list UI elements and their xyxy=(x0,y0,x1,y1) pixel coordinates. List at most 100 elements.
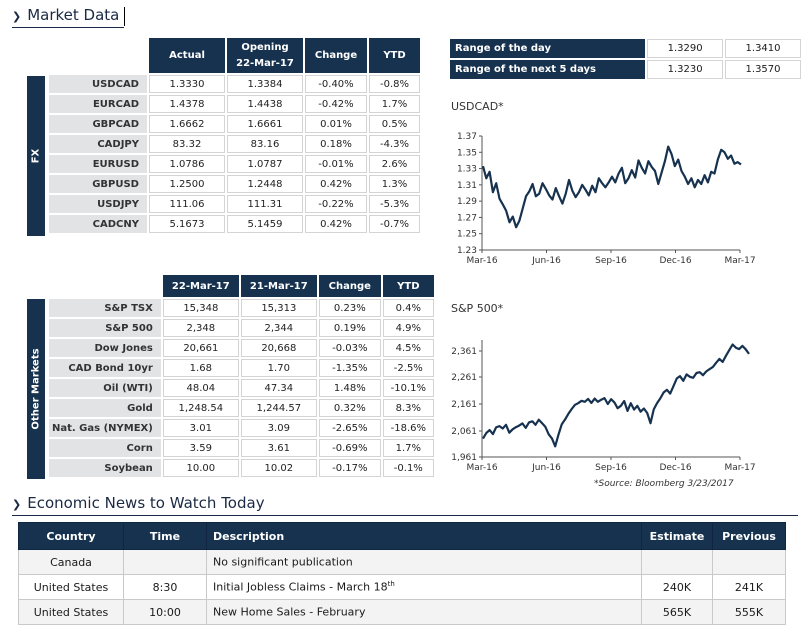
news-previous: 241K xyxy=(712,574,786,600)
y-tick-label: 1.23 xyxy=(457,246,477,256)
fx-row-usdjpy: USDJPY 111.06 111.31 -0.22% -5.3% xyxy=(49,195,420,213)
fx-ytd: 2.6% xyxy=(369,155,420,173)
fx-ytd: -0.7% xyxy=(369,215,420,233)
fx-actual: 5.1673 xyxy=(149,215,225,233)
market-value-today: 1.68 xyxy=(162,359,239,377)
economic-news-underline xyxy=(12,515,798,516)
range-label: Range of the day xyxy=(450,39,646,58)
range-table: Range of the day 1.3290 1.3410 Range of … xyxy=(448,37,803,81)
fx-pair-label: EURUSD xyxy=(49,155,147,173)
other-row-gold: Gold 1,248.54 1,244.57 0.32% 8.3% xyxy=(49,399,434,417)
news-previous: 555K xyxy=(712,599,786,625)
news-description: No significant publication xyxy=(206,549,642,575)
news-country: Canada xyxy=(18,549,124,575)
market-label: Soybean xyxy=(49,459,161,477)
y-tick-label: 2,061 xyxy=(451,427,477,437)
other-row-dow-jones: Dow Jones 20,661 20,668 -0.03% 4.5% xyxy=(49,339,434,357)
source-note: *Source: Bloomberg 3/23/2017 xyxy=(594,479,734,489)
news-time xyxy=(123,549,207,575)
series-line xyxy=(481,145,742,229)
news-time: 10:00 xyxy=(123,599,207,625)
news-time: 8:30 xyxy=(123,574,207,600)
chevron-right-icon: ❯ xyxy=(12,10,22,23)
fx-header-ytd: YTD xyxy=(369,38,420,73)
market-value-prev: 1.70 xyxy=(240,359,317,377)
x-tick-label: Sep-16 xyxy=(595,256,627,266)
market-ytd: -10.1% xyxy=(382,379,434,397)
news-previous xyxy=(712,549,786,575)
fx-opening: 83.16 xyxy=(227,135,303,153)
y-tick-label: 2,161 xyxy=(451,400,477,410)
economic-news-table: Country Time Description Estimate Previo… xyxy=(18,522,786,625)
market-data-title: ❯ Market Data xyxy=(12,6,119,24)
market-label: Corn xyxy=(49,439,161,457)
news-description-text: New Home Sales - February xyxy=(213,605,366,619)
fx-change: 0.42% xyxy=(305,215,367,233)
market-value-today: 1,248.54 xyxy=(162,399,239,417)
fx-pair-label: CADCNY xyxy=(49,215,147,233)
chevron-right-icon: ❯ xyxy=(12,498,22,511)
news-estimate: 240K xyxy=(641,574,713,600)
range-row-day: Range of the day 1.3290 1.3410 xyxy=(450,39,801,58)
fx-ytd: 1.3% xyxy=(369,175,420,193)
fx-opening: 111.31 xyxy=(227,195,303,213)
y-tick-label: 1.25 xyxy=(457,230,477,240)
x-tick-label: Mar-16 xyxy=(466,463,497,473)
x-tick-label: Sep-16 xyxy=(595,463,627,473)
fx-change: -0.22% xyxy=(305,195,367,213)
other-header-change: Change xyxy=(318,275,381,297)
fx-ytd: -4.3% xyxy=(369,135,420,153)
market-value-prev: 20,668 xyxy=(240,339,317,357)
market-value-prev: 2,344 xyxy=(240,319,317,337)
economic-news-title-text: Economic News to Watch Today xyxy=(27,494,265,512)
market-value-prev: 10.02 xyxy=(240,459,317,477)
range-high: 1.3570 xyxy=(725,60,801,79)
other-markets-side-label: Other Markets xyxy=(27,299,45,479)
fx-actual: 1.6662 xyxy=(149,115,225,133)
fx-pair-label: GBPCAD xyxy=(49,115,147,133)
market-value-today: 10.00 xyxy=(162,459,239,477)
news-row: United States 8:30 Initial Jobless Claims … xyxy=(18,574,786,600)
news-estimate xyxy=(641,549,713,575)
usdcad-chart-title: USDCAD* xyxy=(451,100,504,113)
other-header-date1: 22-Mar-17 xyxy=(162,275,239,297)
fx-row-cadcny: CADCNY 5.1673 5.1459 0.42% -0.7% xyxy=(49,215,420,233)
market-label: CAD Bond 10yr xyxy=(49,359,161,377)
market-label: Gold xyxy=(49,399,161,417)
market-ytd: -2.5% xyxy=(382,359,434,377)
fx-opening: 1.0787 xyxy=(227,155,303,173)
fx-opening: 1.4438 xyxy=(227,95,303,113)
fx-change: -0.01% xyxy=(305,155,367,173)
news-row: Canada No significant publication xyxy=(18,549,786,575)
news-country: United States xyxy=(18,574,124,600)
x-tick-label: Mar-17 xyxy=(724,463,755,473)
fx-opening: 1.3384 xyxy=(227,75,303,93)
market-value-today: 2,348 xyxy=(162,319,239,337)
market-change: 0.32% xyxy=(318,399,381,417)
fx-side-label: FX xyxy=(27,76,45,236)
fx-row-eurcad: EURCAD 1.4378 1.4438 -0.42% 1.7% xyxy=(49,95,420,113)
market-value-today: 3.01 xyxy=(162,419,239,437)
range-label: Range of the next 5 days xyxy=(450,60,646,79)
other-header-date2: 21-Mar-17 xyxy=(240,275,317,297)
market-label: Oil (WTI) xyxy=(49,379,161,397)
market-label: Nat. Gas (NYMEX) xyxy=(49,419,161,437)
market-label: S&P 500 xyxy=(49,319,161,337)
market-change: 1.48% xyxy=(318,379,381,397)
range-low: 1.3230 xyxy=(647,60,724,79)
fx-row-gbpusd: GBPUSD 1.2500 1.2448 0.42% 1.3% xyxy=(49,175,420,193)
market-ytd: 4.9% xyxy=(382,319,434,337)
other-row-nat-gas-nymex: Nat. Gas (NYMEX) 3.01 3.09 -2.65% -18.6% xyxy=(49,419,434,437)
range-row-5days: Range of the next 5 days 1.3230 1.3570 xyxy=(450,60,801,79)
other-row-s-p-500: S&P 500 2,348 2,344 0.19% 4.9% xyxy=(49,319,434,337)
news-description: New Home Sales - February xyxy=(206,599,642,625)
market-data-title-text: Market Data xyxy=(27,6,120,24)
other-row-cad-bond-10yr: CAD Bond 10yr 1.68 1.70 -1.35% -2.5% xyxy=(49,359,434,377)
range-low: 1.3290 xyxy=(647,39,724,58)
market-value-today: 15,348 xyxy=(162,299,239,317)
fx-change: 0.42% xyxy=(305,175,367,193)
sp500-chart-title: S&P 500* xyxy=(451,302,504,315)
news-description-text: No significant publication xyxy=(213,555,353,569)
market-change: 0.23% xyxy=(318,299,381,317)
x-tick-label: Mar-16 xyxy=(466,256,497,266)
